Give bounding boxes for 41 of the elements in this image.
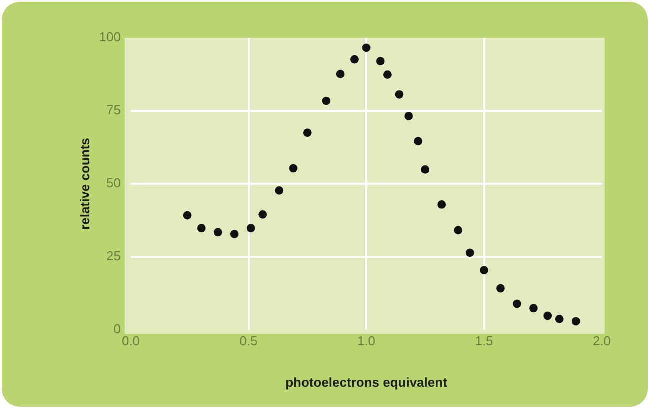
x-axis-title: photoelectrons equivalent xyxy=(286,374,448,390)
point xyxy=(197,224,206,233)
y-axis-title: relative counts xyxy=(77,138,92,230)
point xyxy=(258,210,268,219)
x-tick-label: 0.5 xyxy=(240,333,258,348)
point xyxy=(350,55,359,64)
point xyxy=(496,284,505,293)
point xyxy=(544,312,552,320)
point xyxy=(421,165,430,174)
point xyxy=(513,300,522,308)
y-tick-label: 0 xyxy=(114,322,121,337)
y-tick-label: 75 xyxy=(106,102,121,118)
point xyxy=(362,44,371,52)
x-tick-label: 0.0 xyxy=(122,333,140,348)
y-tick-label: 25 xyxy=(106,248,121,264)
point xyxy=(572,317,580,326)
point xyxy=(376,57,385,66)
y-tick-label: 100 xyxy=(99,30,121,45)
x-tick-label: 1.5 xyxy=(475,333,494,348)
point xyxy=(395,90,404,99)
point xyxy=(383,70,392,79)
point xyxy=(530,304,538,313)
point xyxy=(214,228,222,237)
point xyxy=(289,164,298,173)
point xyxy=(555,314,564,324)
point xyxy=(466,248,474,258)
point xyxy=(414,137,423,146)
point xyxy=(275,186,284,195)
point xyxy=(246,224,256,233)
point xyxy=(183,211,192,220)
point xyxy=(230,230,239,238)
point xyxy=(480,266,488,275)
point xyxy=(303,128,312,138)
y-tick-label: 50 xyxy=(106,176,121,191)
point xyxy=(322,96,331,106)
point xyxy=(404,112,414,120)
point xyxy=(454,226,463,235)
point xyxy=(438,200,446,209)
x-tick-label: 2.0 xyxy=(592,333,612,348)
x-tick-label: 1.0 xyxy=(357,333,376,348)
point xyxy=(336,70,345,78)
